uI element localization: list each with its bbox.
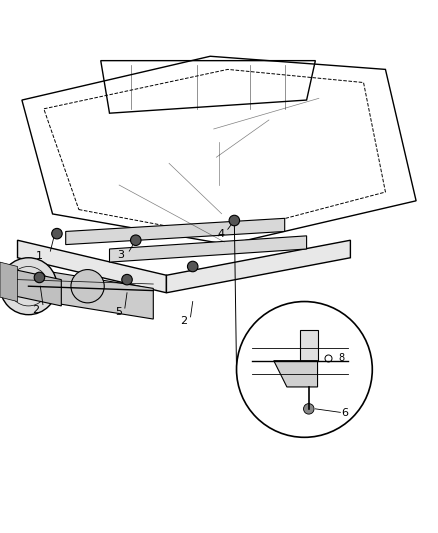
Text: 8: 8 [339, 353, 345, 364]
Circle shape [229, 215, 240, 226]
Text: 1: 1 [36, 251, 43, 261]
Text: 2: 2 [180, 316, 187, 326]
Polygon shape [18, 240, 166, 293]
Circle shape [131, 235, 141, 246]
Circle shape [187, 261, 198, 272]
Polygon shape [274, 361, 318, 387]
Circle shape [19, 277, 38, 296]
Polygon shape [18, 266, 153, 319]
Text: 5: 5 [115, 308, 122, 318]
Circle shape [122, 274, 132, 285]
Polygon shape [300, 330, 318, 361]
Text: 4: 4 [218, 229, 225, 239]
Circle shape [0, 258, 57, 314]
Polygon shape [0, 266, 61, 306]
Circle shape [34, 272, 45, 282]
Polygon shape [166, 240, 350, 293]
Circle shape [71, 270, 104, 303]
Polygon shape [110, 236, 307, 262]
Polygon shape [66, 219, 285, 245]
Polygon shape [0, 262, 18, 302]
Text: 3: 3 [117, 250, 124, 260]
Text: 6: 6 [342, 408, 349, 418]
Circle shape [52, 229, 62, 239]
Text: 2: 2 [32, 305, 39, 316]
Circle shape [304, 403, 314, 414]
